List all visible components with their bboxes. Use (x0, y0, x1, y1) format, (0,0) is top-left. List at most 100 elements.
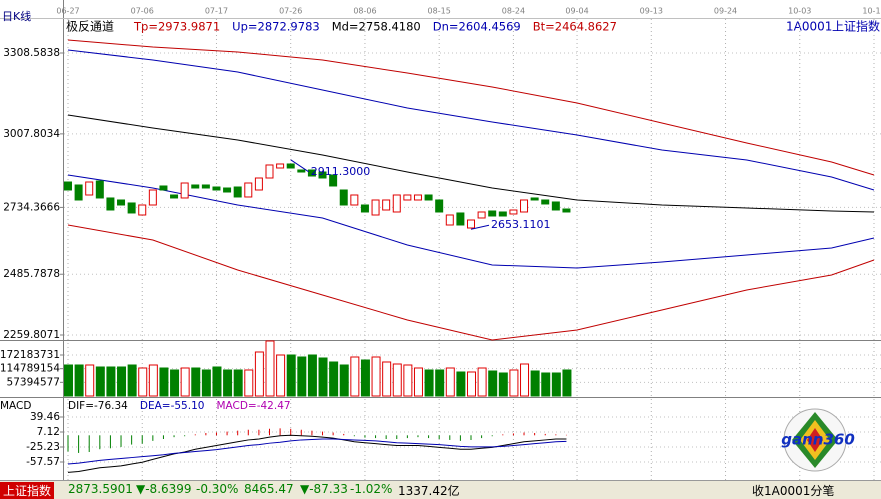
x-tick-label: 08-15 (428, 7, 451, 16)
annotation-pointer (290, 159, 309, 173)
volume-bar (413, 367, 423, 397)
candle-body (562, 208, 571, 213)
candle-body (180, 182, 189, 199)
volume-bar (318, 357, 328, 397)
volume-bar (95, 366, 105, 397)
candle-body (382, 199, 391, 211)
volume-bar (435, 369, 445, 397)
indicator-label: DIF=-76.34 (68, 400, 128, 412)
candle-body (191, 184, 200, 189)
channel-line (67, 224, 875, 341)
volume-bar (180, 367, 190, 397)
candle-body (307, 169, 316, 177)
candle-body (117, 199, 126, 206)
volume-bar (106, 366, 116, 397)
channel-line (67, 174, 875, 269)
volume-bar (350, 356, 360, 397)
candle-body (106, 197, 115, 211)
volume-bar (329, 361, 339, 397)
x-tick-label: 07-26 (279, 7, 302, 16)
candle-body (339, 189, 348, 206)
candle-body (530, 197, 539, 201)
annotation: 2911.3000 (311, 165, 371, 178)
candle-body (498, 211, 507, 217)
x-tick-label: 08-06 (353, 7, 376, 16)
candle-body (520, 199, 529, 213)
x-tick-label: 10-03 (788, 7, 811, 16)
candle-body (329, 174, 338, 187)
indicator-label: MACD=-42.47 (216, 400, 290, 412)
volume-bar (562, 369, 572, 397)
candle-body (435, 199, 444, 213)
candle-body (148, 189, 157, 206)
indicator-label: DEA=-55.10 (140, 400, 205, 412)
period-label: 日K线 (2, 9, 31, 23)
x-tick-label: 06-27 (56, 7, 79, 16)
status-item: ▼-8.6399 (136, 482, 192, 496)
volume-bar (403, 364, 413, 397)
candle-body (297, 169, 306, 173)
y-tick-label: 39.46 (30, 411, 60, 423)
volume-bar (530, 370, 540, 397)
y-tick-label: 7.12 (37, 426, 60, 438)
volume-bar (360, 359, 370, 397)
logo: gann360 (781, 408, 855, 472)
volume-bar (276, 354, 286, 397)
volume-bar (159, 367, 169, 397)
volume-bar (498, 372, 508, 397)
candle-body (350, 194, 359, 206)
candle-body (212, 186, 221, 191)
indicator-name: 极反通道 (66, 20, 114, 34)
y-tick-label: 2485.7878 (3, 268, 60, 280)
status-item: ▼-87.33 (300, 482, 348, 496)
candle-body (170, 194, 179, 199)
legend-label: Tp=2973.9871 (133, 20, 220, 34)
legend-label: Dn=2604.4569 (433, 20, 521, 34)
volume-bar (392, 363, 402, 397)
candle-body (64, 181, 72, 191)
candle-body (467, 219, 475, 229)
volume-bar (339, 364, 349, 397)
volume-bar (286, 354, 296, 397)
x-tick-label: 09-04 (565, 7, 588, 16)
volume-bar (488, 370, 498, 397)
candle-body (286, 163, 295, 169)
y-tick-label: 172183731 (0, 349, 60, 361)
candle-body (318, 171, 327, 179)
logo-shape (807, 428, 823, 452)
volume-bar (424, 369, 434, 397)
volume-bar (456, 371, 466, 397)
channel-line (67, 39, 875, 176)
x-tick-label: 08-24 (502, 7, 525, 16)
candle-body (233, 186, 242, 198)
candle-body (445, 214, 454, 226)
candle-body (477, 211, 486, 219)
candle-body (551, 201, 560, 211)
y-tick-label: -57.57 (26, 456, 60, 468)
stock-code: 1A0001 (786, 20, 832, 34)
x-tick-label: 07-06 (131, 7, 154, 16)
channel-line (67, 49, 875, 191)
logo-text: gann360 (781, 431, 855, 449)
candle-body (265, 164, 274, 179)
y-tick-label: -25.23 (26, 441, 60, 453)
x-tick-label: 09-24 (714, 7, 737, 16)
y-tick-label: 2259.8071 (3, 329, 60, 341)
volume-bar (477, 367, 487, 397)
y-tick-label: 3308.5838 (3, 47, 60, 59)
y-tick-label: 57394577 (7, 376, 60, 388)
volume-bar (64, 364, 73, 397)
stock-name: 上证指数 (832, 19, 880, 34)
x-tick-label: 10-12 (862, 7, 881, 16)
status-item: 2873.5901 (68, 482, 133, 496)
candle-body (254, 177, 263, 191)
status-item: -0.30% (196, 482, 239, 496)
candle-body (424, 194, 433, 201)
volume-bar (445, 367, 455, 397)
y-tick-label: 114789154 (0, 363, 60, 375)
x-tick-label: 09-13 (640, 7, 663, 16)
volume-bar (138, 367, 148, 397)
volume-bar (148, 364, 158, 397)
volume-bar (223, 369, 233, 397)
